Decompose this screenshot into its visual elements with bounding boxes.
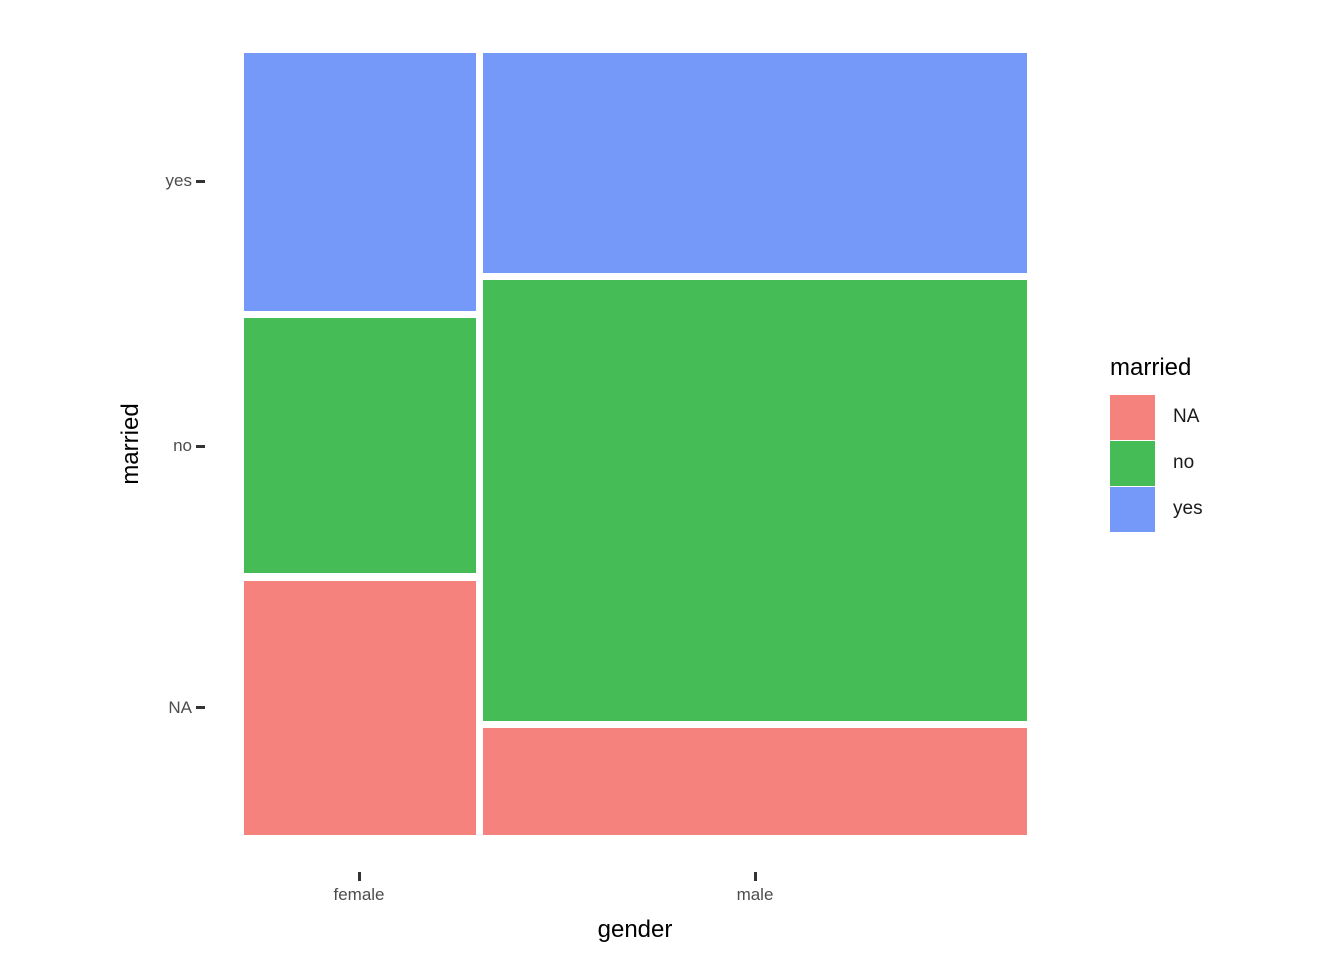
- y-tick-na: [196, 706, 205, 709]
- x-tick-male: [754, 872, 757, 881]
- y-tick-label-na: NA: [168, 698, 192, 717]
- tile-female-no: [244, 318, 476, 573]
- legend-label-yes: yes: [1173, 498, 1203, 519]
- legend-item-yes: yes: [1110, 486, 1203, 532]
- legend-item-na: NA: [1110, 394, 1203, 440]
- legend-swatch-yes: [1110, 486, 1155, 532]
- legend-title: married: [1110, 354, 1192, 381]
- legend-item-no: no: [1110, 440, 1203, 486]
- legend-label-na: NA: [1173, 406, 1200, 427]
- legend-swatch-na: [1110, 394, 1155, 440]
- x-tick-label-male: male: [736, 885, 774, 904]
- tile-female-yes: [244, 53, 476, 311]
- tile-male-no: [483, 280, 1027, 721]
- y-tick-label-yes: yes: [165, 171, 192, 190]
- legend: married NA no yes: [1110, 354, 1203, 532]
- legend-label-no: no: [1173, 452, 1195, 473]
- x-tick-label-female: female: [333, 885, 385, 904]
- x-tick-female: [358, 872, 361, 881]
- y-axis-title: married: [117, 403, 144, 485]
- tile-male-yes: [483, 53, 1027, 273]
- y-tick-no: [196, 445, 205, 448]
- tile-male-na: [483, 728, 1027, 835]
- legend-swatch-no: [1110, 440, 1155, 486]
- y-tick-label-no: no: [173, 436, 192, 455]
- y-tick-yes: [196, 180, 205, 183]
- tile-female-na: [244, 581, 476, 835]
- x-axis-title: gender: [597, 916, 673, 943]
